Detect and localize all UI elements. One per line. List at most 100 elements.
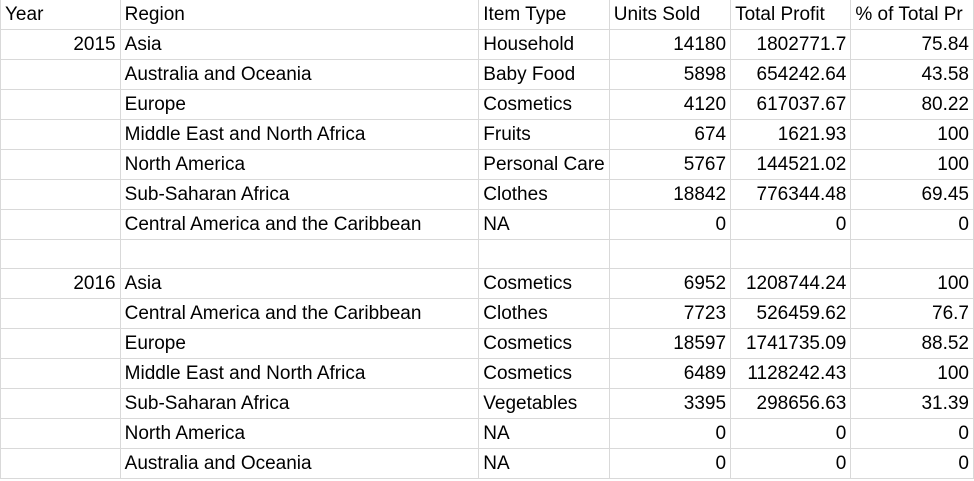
item-type-cell[interactable]: Cosmetics bbox=[478, 358, 610, 389]
percent-total-cell[interactable]: 100 bbox=[850, 149, 974, 180]
year-cell[interactable] bbox=[0, 328, 121, 359]
total-profit-cell[interactable]: 1741735.09 bbox=[730, 328, 852, 359]
units-sold-cell[interactable]: 3395 bbox=[608, 388, 732, 419]
item-type-cell[interactable]: Vegetables bbox=[478, 388, 610, 419]
year-cell[interactable] bbox=[0, 239, 121, 269]
year-cell[interactable] bbox=[0, 388, 121, 419]
item-type-cell[interactable]: Clothes bbox=[478, 298, 610, 329]
table-row: Australia and Oceania NA 0 0 0 bbox=[0, 448, 974, 479]
percent-total-cell[interactable]: 0 bbox=[850, 418, 974, 449]
units-sold-cell[interactable]: 18842 bbox=[608, 179, 732, 210]
total-profit-cell[interactable]: 0 bbox=[730, 209, 852, 240]
year-cell[interactable] bbox=[0, 209, 121, 240]
percent-total-cell[interactable]: 69.45 bbox=[850, 179, 974, 210]
table-row bbox=[0, 239, 974, 269]
percent-total-cell[interactable]: 80.22 bbox=[850, 89, 974, 120]
units-sold-cell[interactable]: 5767 bbox=[608, 149, 732, 180]
region-cell[interactable]: Asia bbox=[119, 29, 480, 60]
total-profit-cell[interactable]: 654242.64 bbox=[730, 59, 852, 90]
percent-total-cell[interactable]: 100 bbox=[850, 268, 974, 299]
table-row: Europe Cosmetics 18597 1741735.09 88.52 bbox=[0, 328, 974, 359]
total-profit-cell[interactable]: 298656.63 bbox=[730, 388, 852, 419]
region-cell[interactable]: Middle East and North Africa bbox=[119, 358, 480, 389]
percent-total-cell[interactable] bbox=[850, 239, 974, 269]
item-type-cell[interactable]: Cosmetics bbox=[478, 89, 610, 120]
units-sold-cell[interactable] bbox=[608, 239, 732, 269]
item-type-cell[interactable]: Clothes bbox=[478, 179, 610, 210]
percent-total-cell[interactable]: 100 bbox=[850, 119, 974, 150]
units-sold-cell[interactable]: 6952 bbox=[608, 268, 732, 299]
region-cell[interactable]: Australia and Oceania bbox=[119, 448, 480, 479]
total-profit-cell[interactable]: 617037.67 bbox=[730, 89, 852, 120]
region-cell[interactable]: Middle East and North Africa bbox=[119, 119, 480, 150]
year-cell[interactable] bbox=[0, 119, 121, 150]
year-cell[interactable] bbox=[0, 418, 121, 449]
units-sold-cell[interactable]: 5898 bbox=[608, 59, 732, 90]
units-sold-cell[interactable]: 0 bbox=[608, 418, 732, 449]
region-cell[interactable]: Sub-Saharan Africa bbox=[119, 388, 480, 419]
units-sold-cell[interactable]: 14180 bbox=[608, 29, 732, 60]
units-sold-cell[interactable]: 6489 bbox=[608, 358, 732, 389]
item-type-cell[interactable]: NA bbox=[478, 448, 610, 479]
units-sold-cell[interactable]: 18597 bbox=[608, 328, 732, 359]
item-type-cell[interactable]: NA bbox=[478, 418, 610, 449]
percent-total-cell[interactable]: 88.52 bbox=[850, 328, 974, 359]
percent-total-cell[interactable]: 0 bbox=[850, 448, 974, 479]
total-profit-cell[interactable]: 1621.93 bbox=[730, 119, 852, 150]
region-cell[interactable]: Asia bbox=[119, 268, 480, 299]
percent-total-cell[interactable]: 0 bbox=[850, 209, 974, 240]
region-cell[interactable]: Europe bbox=[119, 328, 480, 359]
percent-total-cell[interactable]: 100 bbox=[850, 358, 974, 389]
total-profit-cell[interactable]: 1128242.43 bbox=[730, 358, 852, 389]
total-profit-cell[interactable]: 776344.48 bbox=[730, 179, 852, 210]
total-profit-cell[interactable]: 526459.62 bbox=[730, 298, 852, 329]
units-sold-cell[interactable]: 7723 bbox=[608, 298, 732, 329]
header-cell-total-profit[interactable]: Total Profit bbox=[730, 0, 852, 30]
percent-total-cell[interactable]: 31.39 bbox=[850, 388, 974, 419]
item-type-cell[interactable]: Personal Care bbox=[478, 149, 610, 180]
region-cell[interactable]: Europe bbox=[119, 89, 480, 120]
header-cell-region[interactable]: Region bbox=[119, 0, 480, 30]
header-cell-units-sold[interactable]: Units Sold bbox=[608, 0, 732, 30]
year-cell[interactable] bbox=[0, 89, 121, 120]
region-cell[interactable]: North America bbox=[119, 418, 480, 449]
item-type-cell[interactable] bbox=[478, 239, 610, 269]
year-cell[interactable] bbox=[0, 358, 121, 389]
item-type-cell[interactable]: Cosmetics bbox=[478, 328, 610, 359]
year-cell[interactable]: 2016 bbox=[0, 268, 121, 299]
header-row: Year Region Item Type Units Sold Total P… bbox=[0, 0, 974, 30]
units-sold-cell[interactable]: 4120 bbox=[608, 89, 732, 120]
item-type-cell[interactable]: Household bbox=[478, 29, 610, 60]
region-cell[interactable]: North America bbox=[119, 149, 480, 180]
year-cell[interactable] bbox=[0, 149, 121, 180]
percent-total-cell[interactable]: 75.84 bbox=[850, 29, 974, 60]
total-profit-cell[interactable] bbox=[730, 239, 852, 269]
units-sold-cell[interactable]: 674 bbox=[608, 119, 732, 150]
header-cell-percent-total[interactable]: % of Total Pr bbox=[850, 0, 974, 30]
region-cell[interactable]: Australia and Oceania bbox=[119, 59, 480, 90]
year-cell[interactable] bbox=[0, 179, 121, 210]
total-profit-cell[interactable]: 0 bbox=[730, 418, 852, 449]
total-profit-cell[interactable]: 0 bbox=[730, 448, 852, 479]
percent-total-cell[interactable]: 43.58 bbox=[850, 59, 974, 90]
region-cell[interactable]: Central America and the Caribbean bbox=[119, 209, 480, 240]
percent-total-cell[interactable]: 76.7 bbox=[850, 298, 974, 329]
year-cell[interactable] bbox=[0, 298, 121, 329]
header-cell-year[interactable]: Year bbox=[0, 0, 121, 30]
year-cell[interactable] bbox=[0, 448, 121, 479]
item-type-cell[interactable]: NA bbox=[478, 209, 610, 240]
total-profit-cell[interactable]: 1802771.7 bbox=[730, 29, 852, 60]
total-profit-cell[interactable]: 1208744.24 bbox=[730, 268, 852, 299]
item-type-cell[interactable]: Fruits bbox=[478, 119, 610, 150]
total-profit-cell[interactable]: 144521.02 bbox=[730, 149, 852, 180]
year-cell[interactable]: 2015 bbox=[0, 29, 121, 60]
units-sold-cell[interactable]: 0 bbox=[608, 448, 732, 479]
region-cell[interactable]: Central America and the Caribbean bbox=[119, 298, 480, 329]
header-cell-item-type[interactable]: Item Type bbox=[478, 0, 610, 30]
region-cell[interactable]: Sub-Saharan Africa bbox=[119, 179, 480, 210]
year-cell[interactable] bbox=[0, 59, 121, 90]
region-cell[interactable] bbox=[119, 239, 480, 269]
item-type-cell[interactable]: Baby Food bbox=[478, 59, 610, 90]
item-type-cell[interactable]: Cosmetics bbox=[478, 268, 610, 299]
units-sold-cell[interactable]: 0 bbox=[608, 209, 732, 240]
